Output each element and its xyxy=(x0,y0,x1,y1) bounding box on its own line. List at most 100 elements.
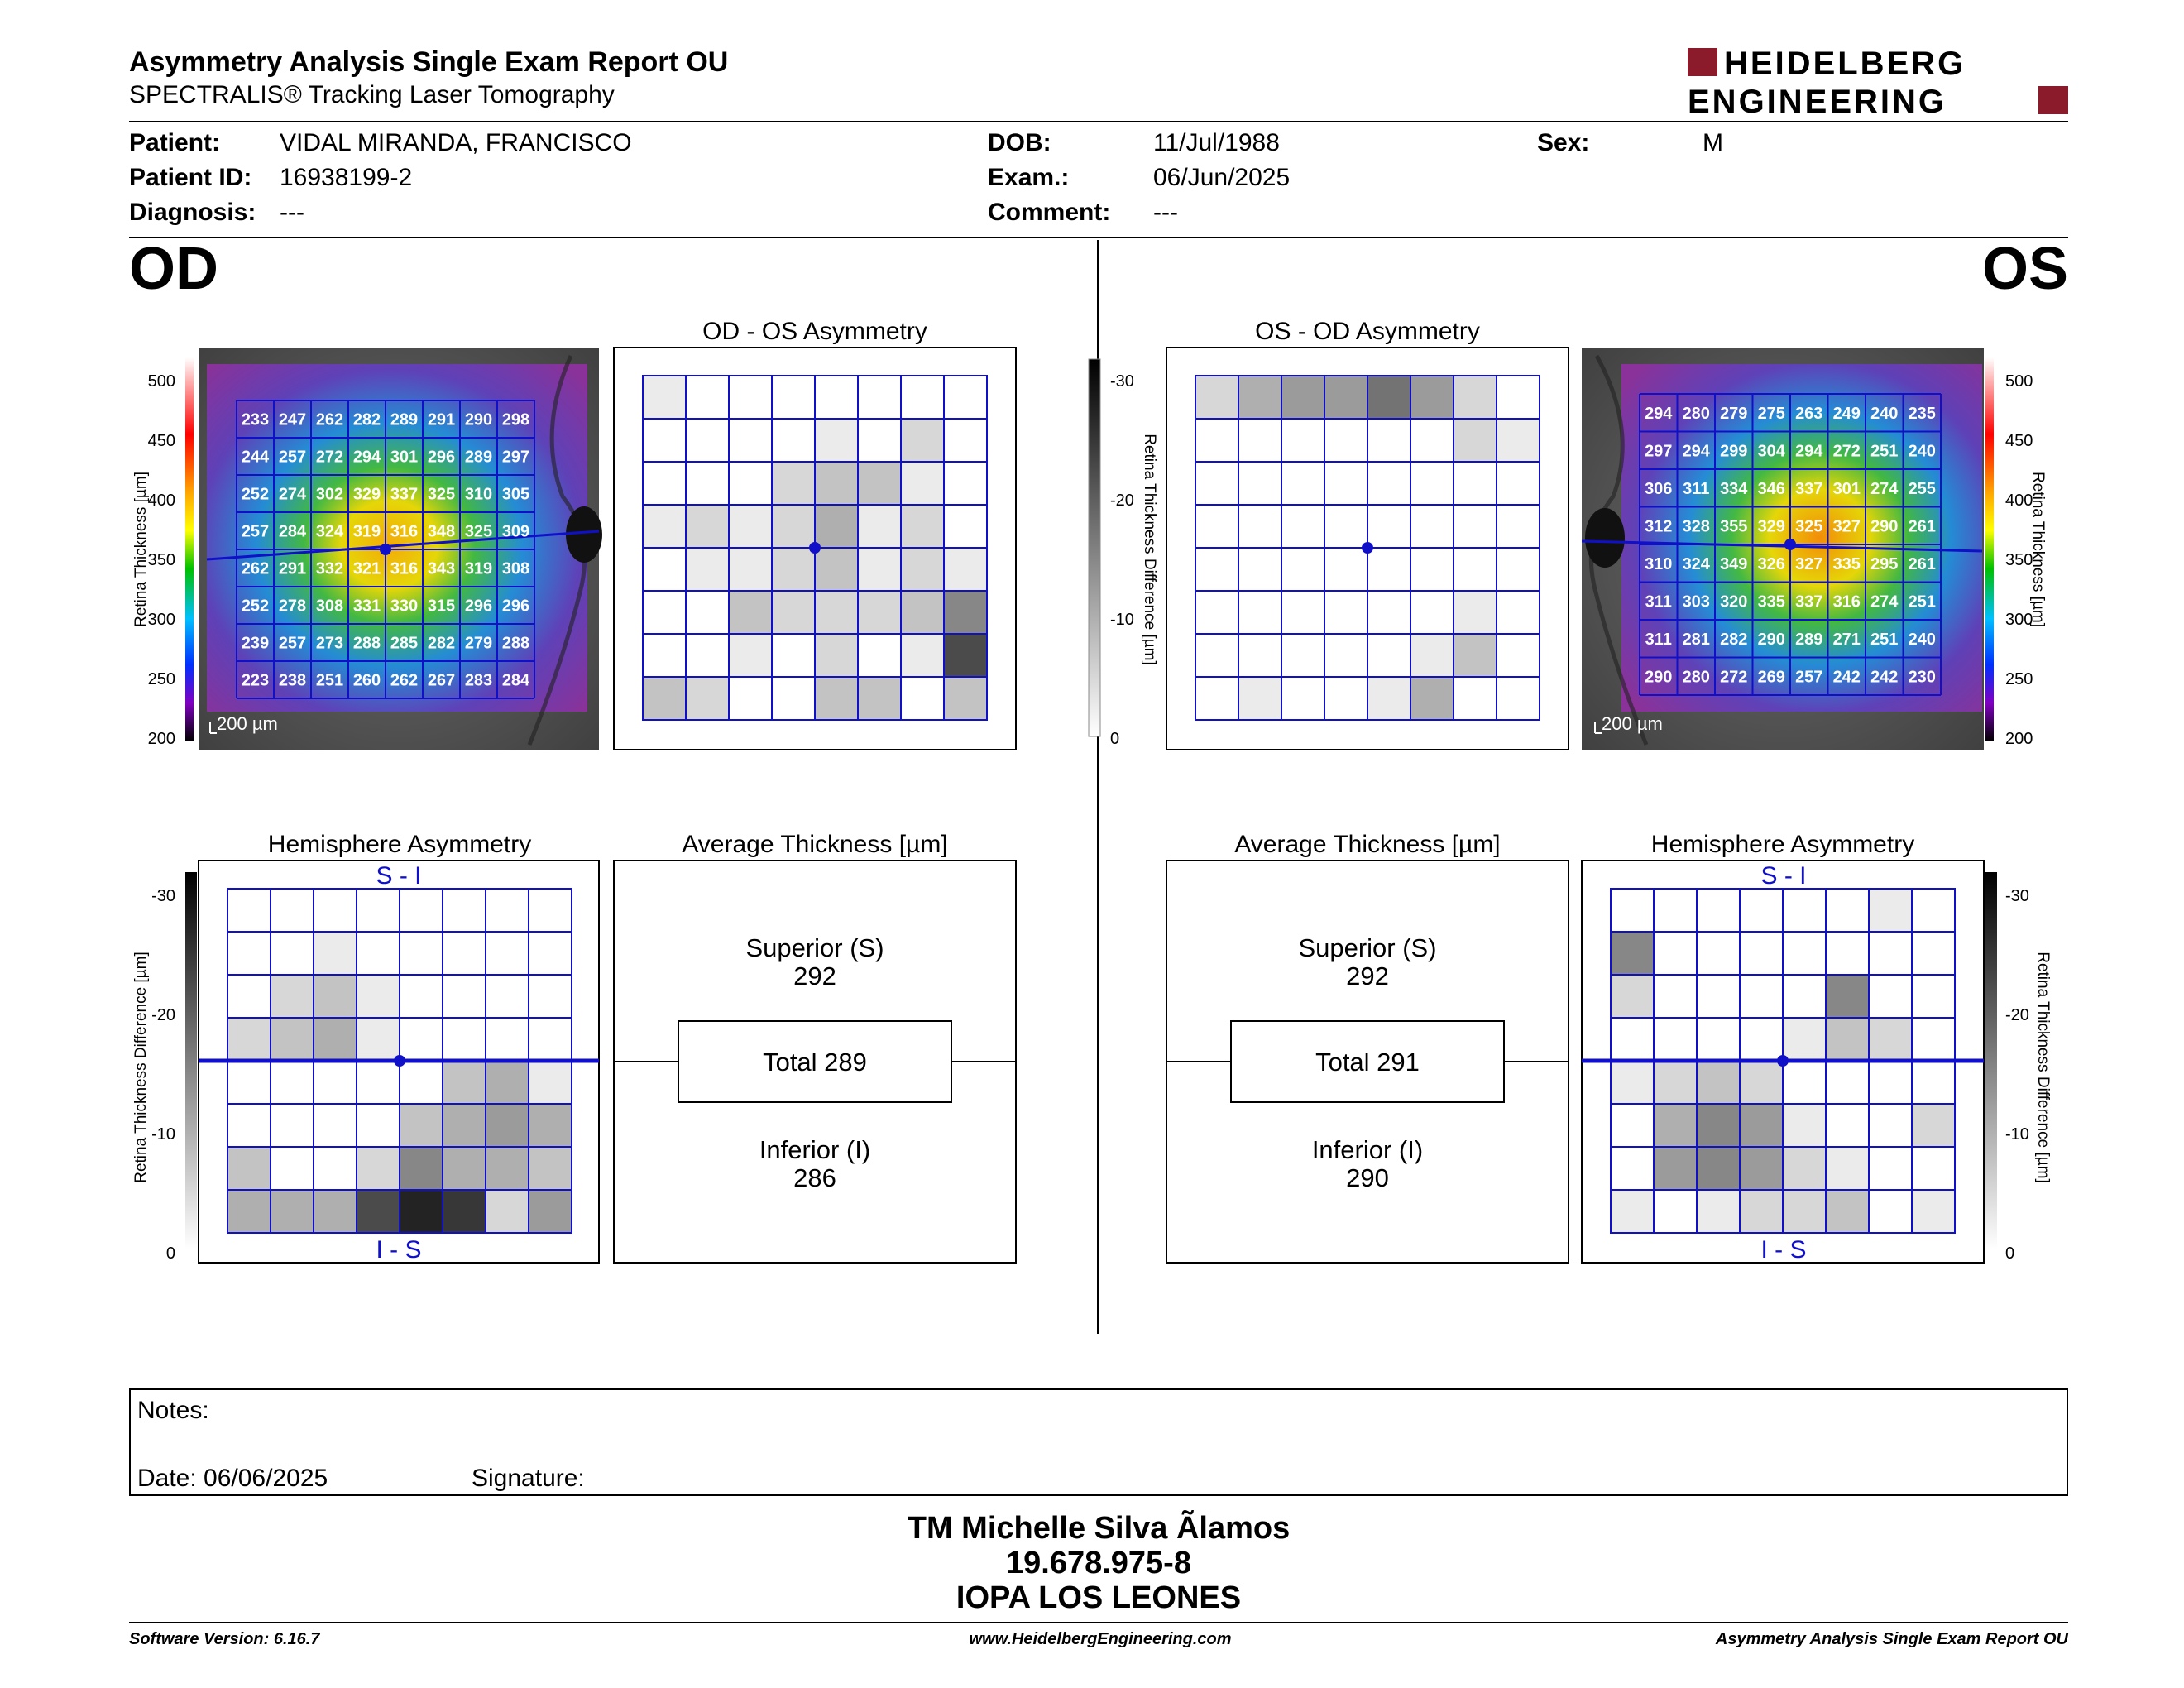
od-hemi-cell xyxy=(528,1189,572,1234)
od-thickness-value: 282 xyxy=(353,411,381,429)
od-asym-cell xyxy=(814,676,859,721)
od-asym-cell xyxy=(943,633,988,678)
os-hemi-cell xyxy=(1653,888,1698,933)
od-hemi-cell xyxy=(399,931,443,976)
os-asym-cell xyxy=(1195,375,1239,420)
os-asym-cell xyxy=(1496,676,1540,721)
sex-label: Sex: xyxy=(1537,129,1590,156)
os-hemi-cell xyxy=(1739,1060,1784,1105)
os-hemi-cell xyxy=(1696,974,1741,1019)
os-hemi-cell xyxy=(1739,1017,1784,1062)
os-hemi-cell xyxy=(1782,1103,1827,1148)
od-hemi-cell xyxy=(399,888,443,933)
os-hemi-bottom-label: I - S xyxy=(1760,1236,1806,1264)
os-hemi-cell xyxy=(1696,1146,1741,1191)
os-inferior-label: Inferior (I) xyxy=(1312,1135,1423,1164)
os-hemi-cell xyxy=(1653,1103,1698,1148)
os-total-box xyxy=(1230,1020,1505,1103)
od-asym-cell xyxy=(642,633,687,678)
os-thickness-tick: 250 xyxy=(2005,670,2033,688)
os-hemi-cell xyxy=(1739,1189,1784,1234)
os-hemi-fovea-marker xyxy=(1777,1055,1789,1067)
od-asym-cell xyxy=(642,375,687,420)
od-thickness-value: 348 xyxy=(428,523,455,541)
eye-label-os: OS xyxy=(1982,236,2069,302)
os-avg-title: Average Thickness [µm] xyxy=(1234,831,1501,858)
od-hemi-tick: -10 xyxy=(151,1125,175,1144)
os-asym-cell xyxy=(1281,418,1325,463)
od-thickness-value: 325 xyxy=(465,523,492,541)
os-asym-cell xyxy=(1195,461,1239,506)
os-asym-cell xyxy=(1410,547,1454,592)
od-asym-cell xyxy=(943,418,988,463)
os-total: Total 291 xyxy=(1315,1048,1420,1077)
os-hemi-cell xyxy=(1868,1060,1913,1105)
od-asym-cell xyxy=(900,633,945,678)
od-hemi-colorbar xyxy=(185,872,197,1249)
os-hemi-cell xyxy=(1868,1189,1913,1234)
os-hemi-cell xyxy=(1782,1017,1827,1062)
od-hemi-cell xyxy=(270,1017,314,1062)
od-hemi-cell xyxy=(485,888,529,933)
os-hemi-cell xyxy=(1653,1060,1698,1105)
notes-box[interactable]: Notes: Date: 06/06/2025 Signature: xyxy=(129,1388,2068,1496)
os-thickness-value: 257 xyxy=(1795,668,1822,686)
os-thickness-value: 279 xyxy=(1720,405,1747,423)
footer-website[interactable]: www.HeidelbergEngineering.com xyxy=(969,1630,1232,1648)
od-thickness-value: 223 xyxy=(242,672,269,690)
os-hemi-cell xyxy=(1739,974,1784,1019)
notes-label: Notes: xyxy=(137,1397,209,1424)
os-thickness-value: 271 xyxy=(1833,631,1861,649)
os-hemi-axis-label: Retina Thickness Difference [µm] xyxy=(2034,952,2052,1183)
patient-id: 16938199-2 xyxy=(280,164,413,191)
os-thickness-value: 304 xyxy=(1758,442,1786,460)
os-scale-bar: 200 µm xyxy=(1602,713,1663,734)
svg-text:HEIDELBERG: HEIDELBERG xyxy=(1724,46,1966,82)
od-thickness-value: 288 xyxy=(353,635,381,653)
od-hemi-fovea-marker xyxy=(394,1055,405,1067)
os-asym-cell xyxy=(1367,633,1411,678)
od-hemi-cell xyxy=(528,888,572,933)
os-thickness-value: 240 xyxy=(1909,442,1936,460)
od-thickness-value: 319 xyxy=(353,523,381,541)
od-asym-cell xyxy=(900,418,945,463)
od-hemi-cell xyxy=(442,931,486,976)
od-asym-cell xyxy=(857,461,902,506)
os-fundus-image xyxy=(1581,348,1984,750)
od-asym-cell xyxy=(771,504,816,549)
os-asym-grid xyxy=(1195,375,1540,721)
od-hemi-cell xyxy=(442,1017,486,1062)
os-thickness-value: 303 xyxy=(1683,592,1710,611)
signature-clinic: IOPA LOS LEONES xyxy=(956,1580,1242,1615)
center-diff-tick: -20 xyxy=(1110,492,1134,510)
signature-name: TM Michelle Silva Ãlamos xyxy=(907,1511,1291,1546)
od-asym-cell xyxy=(814,418,859,463)
os-hemi-cell xyxy=(1911,931,1956,976)
os-hemi-ticks: -30 -20 -10 0 xyxy=(2005,887,2029,1263)
od-thickness-value: 262 xyxy=(390,672,418,690)
footer-report-name: Asymmetry Analysis Single Exam Report OU xyxy=(1715,1630,2068,1648)
od-thickness-value: 308 xyxy=(502,560,529,578)
os-asym-cell xyxy=(1281,461,1325,506)
os-thickness-value: 290 xyxy=(1870,517,1898,535)
od-thickness-value: 296 xyxy=(465,597,492,616)
os-hemi-cell xyxy=(1782,888,1827,933)
od-thickness-value: 329 xyxy=(353,486,381,504)
od-hemi-cell xyxy=(356,888,400,933)
os-hemi-cell xyxy=(1911,974,1956,1019)
os-thickness-value: 263 xyxy=(1795,405,1822,423)
od-asym-cell xyxy=(900,375,945,420)
od-asym-cell xyxy=(771,633,816,678)
od-hemi-tick: -20 xyxy=(151,1006,175,1024)
od-asym-cell xyxy=(943,590,988,635)
os-thickness-value: 230 xyxy=(1909,668,1936,686)
os-asym-cell xyxy=(1324,676,1368,721)
od-asym-cell xyxy=(685,375,730,420)
os-asym-cell xyxy=(1281,676,1325,721)
dob: 11/Jul/1988 xyxy=(1153,129,1280,156)
patient-name: VIDAL MIRANDA, FRANCISCO xyxy=(280,129,632,156)
os-asym-cell xyxy=(1496,461,1540,506)
os-hemi-cell xyxy=(1696,931,1741,976)
od-asym-cell xyxy=(943,461,988,506)
od-thickness-value: 285 xyxy=(390,635,418,653)
